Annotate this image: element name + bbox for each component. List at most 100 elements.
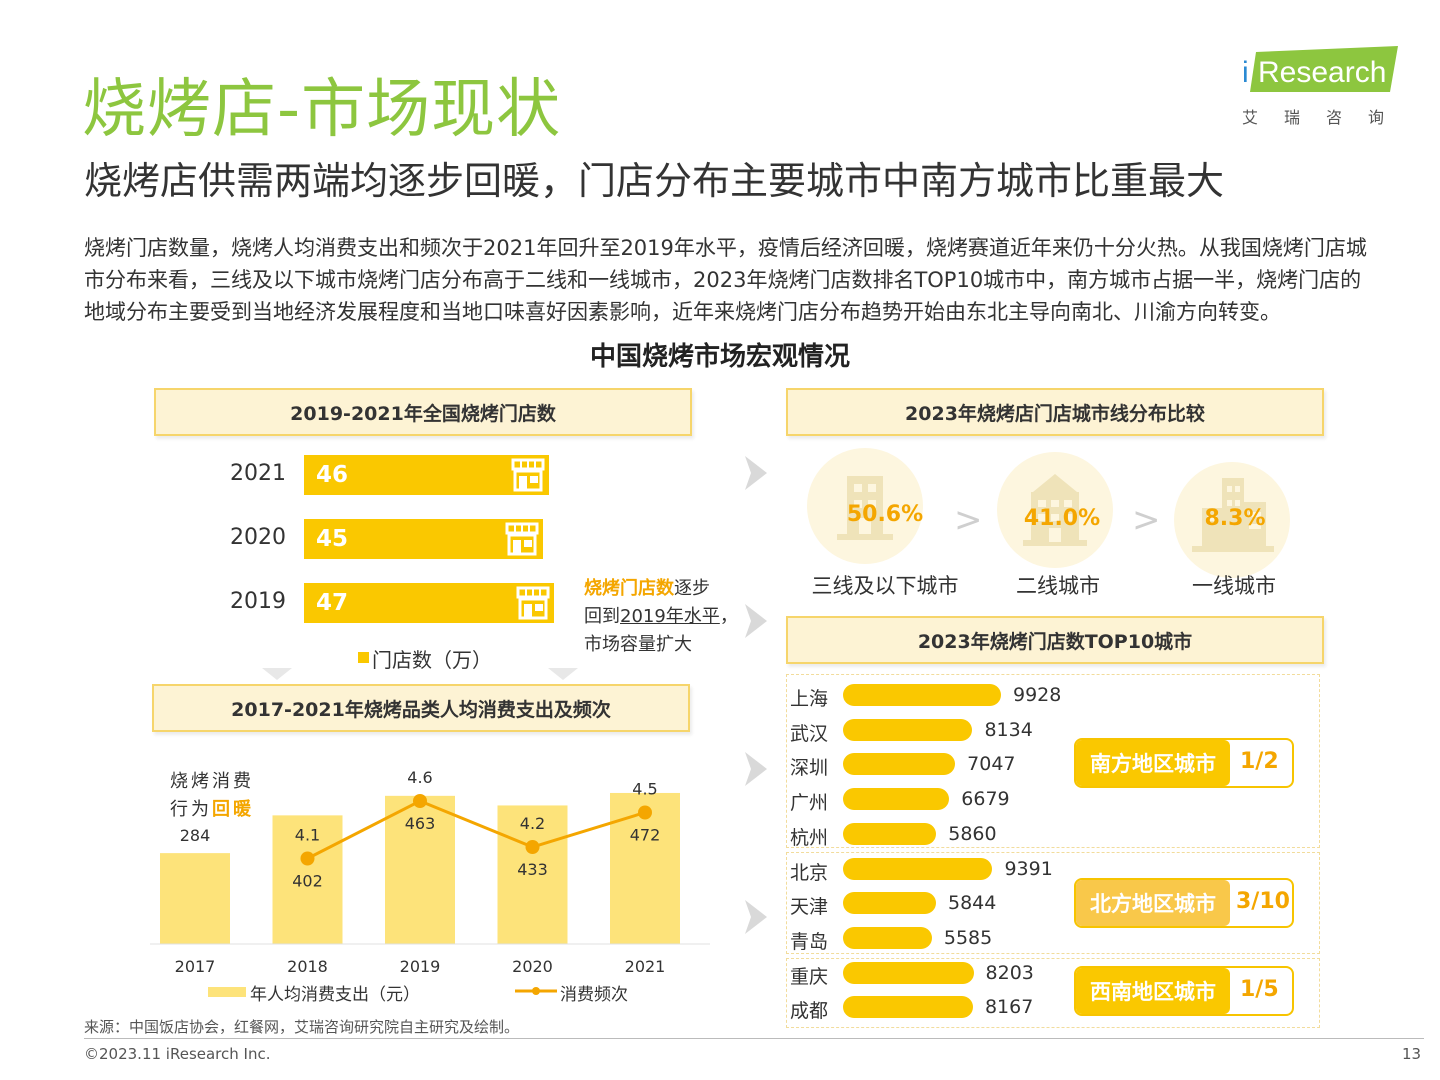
store-count-value: 45 [316, 526, 349, 552]
frequency-point [525, 840, 540, 854]
badge-southwest: 西南地区城市 1/5 [1074, 966, 1294, 1016]
city-name: 重庆 [790, 965, 829, 988]
city-value: 7047 [967, 753, 1016, 776]
city-name: 北京 [790, 861, 829, 884]
city-value: 8203 [985, 961, 1034, 984]
skyscraper-icon [1192, 478, 1274, 552]
copyright: ©2023.11 iResearch Inc. [84, 1045, 271, 1063]
store-count-value: 46 [316, 462, 349, 488]
store-count-bar: 45 [304, 519, 544, 559]
frequency-point [300, 851, 315, 866]
city-name: 青岛 [790, 930, 829, 953]
city-name: 天津 [790, 896, 829, 919]
city-name: 广州 [790, 792, 829, 815]
city-bar [843, 684, 1001, 706]
badge-south: 南方地区城市 1/2 [1074, 738, 1294, 788]
page-title: 烧烤店-市场现状 [82, 73, 562, 147]
macro-title: 中国烧烤市场宏观情况 [589, 342, 850, 372]
region-north-box [786, 852, 1320, 954]
arrow-right-icon [745, 604, 767, 638]
tier-separator: > [954, 500, 983, 540]
city-value: 8167 [984, 996, 1034, 1019]
frequency-value: 4.1 [295, 826, 320, 845]
city-bar [843, 996, 973, 1019]
city-bar [843, 753, 956, 776]
spend-legend-line-swatch [515, 987, 557, 995]
spend-bar-value: 472 [630, 826, 661, 845]
top10-header: 2023年烧烤门店数TOP10城市 [786, 616, 1324, 664]
frequency-line [306, 799, 646, 860]
city-bar [843, 926, 932, 949]
intro-paragraph: 烧烤门店数量，烧烤人均消费支出和频次于2021年回升至2019年水平，疫情后经济… [84, 236, 1367, 324]
spend-bar [385, 795, 455, 944]
frequency-point [413, 794, 427, 808]
spend-legend-bar-swatch [208, 987, 246, 997]
spend-note: 烧烤消费 行为回暖 [170, 771, 254, 820]
spend-bar [272, 815, 343, 944]
tier-pct-2: 41.0% [1023, 506, 1101, 531]
storefront-icon [511, 458, 545, 492]
store-count-bar: 46 [304, 455, 549, 495]
low-building-icon [837, 476, 893, 540]
store-legend-swatch [358, 652, 369, 663]
arrow-right-icon [745, 752, 767, 786]
city-tier-header: 2023年烧烤店门店城市线分布比较 [786, 388, 1324, 436]
spend-legend-bar-label: 年人均消费支出（元） [250, 985, 420, 1005]
store-count-note: 烧烤门店数逐步 回到2019年水平， 市场容量扩大 [584, 578, 738, 655]
city-bar [843, 718, 973, 741]
arrow-right-icon [745, 456, 767, 490]
frequency-value: 4.5 [632, 780, 657, 799]
store-count-header: 2019-2021年全国烧烤门店数 [154, 388, 692, 436]
tier-label-2: 二线城市 [1016, 574, 1100, 598]
connector-triangle [262, 668, 292, 680]
store-year-label: 2020 [230, 525, 286, 550]
city-bar [843, 892, 936, 915]
tier-separator: > [1132, 500, 1161, 540]
footer-divider [84, 1038, 1424, 1039]
city-value: 9928 [1013, 684, 1062, 706]
store-legend-label: 门店数（万） [372, 648, 492, 672]
spend-bar-value: 463 [405, 814, 436, 833]
tier-circle-3 [1174, 462, 1290, 578]
city-value: 8134 [984, 718, 1033, 741]
source-note: 来源：中国饭店协会，红餐网，艾瑞咨询研究院自主研究及绘制。 [84, 1018, 520, 1036]
store-count-bar: 47 [304, 583, 554, 623]
tier-pct-3: 8.3% [1204, 506, 1266, 531]
iresearch-logo: i Research 艾瑞咨询 [1238, 44, 1408, 134]
city-name: 成都 [790, 1000, 829, 1023]
spend-header: 2017-2021年烧烤品类人均消费支出及频次 [152, 684, 690, 732]
store-count-value: 47 [316, 590, 349, 616]
tier-circle-1 [807, 448, 923, 564]
store-year-label: 2019 [230, 589, 286, 614]
city-value: 5860 [948, 822, 997, 845]
frequency-value: 4.6 [407, 768, 432, 787]
spend-bar-value: 284 [180, 826, 211, 845]
spend-x-tick: 2019 [400, 957, 441, 976]
city-value: 5844 [948, 892, 997, 915]
connector-triangle [548, 668, 578, 680]
city-value: 9391 [1004, 857, 1053, 880]
tier-pct-1: 50.6% [846, 502, 924, 527]
tier-label-3: 一线城市 [1192, 574, 1276, 598]
spend-x-tick: 2021 [625, 957, 666, 976]
page-number: 13 [1402, 1045, 1422, 1063]
spend-bar [160, 853, 230, 944]
spend-x-tick: 2020 [512, 957, 553, 976]
tier-circle-2 [997, 452, 1113, 568]
frequency-value: 4.2 [520, 814, 545, 833]
mid-building-icon [1023, 474, 1087, 546]
frequency-point [638, 805, 652, 820]
city-value: 6679 [961, 788, 1010, 811]
spend-x-tick: 2017 [175, 957, 216, 976]
badge-north: 北方地区城市 3/10 [1074, 878, 1294, 928]
page-subtitle: 烧烤店供需两端均逐步回暖，门店分布主要城市中南方城市比重最大 [84, 159, 1225, 203]
store-year-label: 2021 [230, 461, 286, 486]
spend-bar [497, 805, 568, 944]
spend-bar-value: 402 [292, 872, 323, 891]
region-south-box [786, 674, 1320, 848]
city-bar [843, 857, 993, 880]
tier-label-1: 三线及以下城市 [811, 574, 959, 598]
city-value: 5585 [943, 926, 993, 949]
city-name: 深圳 [790, 757, 829, 780]
spend-bar-value: 433 [517, 860, 548, 879]
